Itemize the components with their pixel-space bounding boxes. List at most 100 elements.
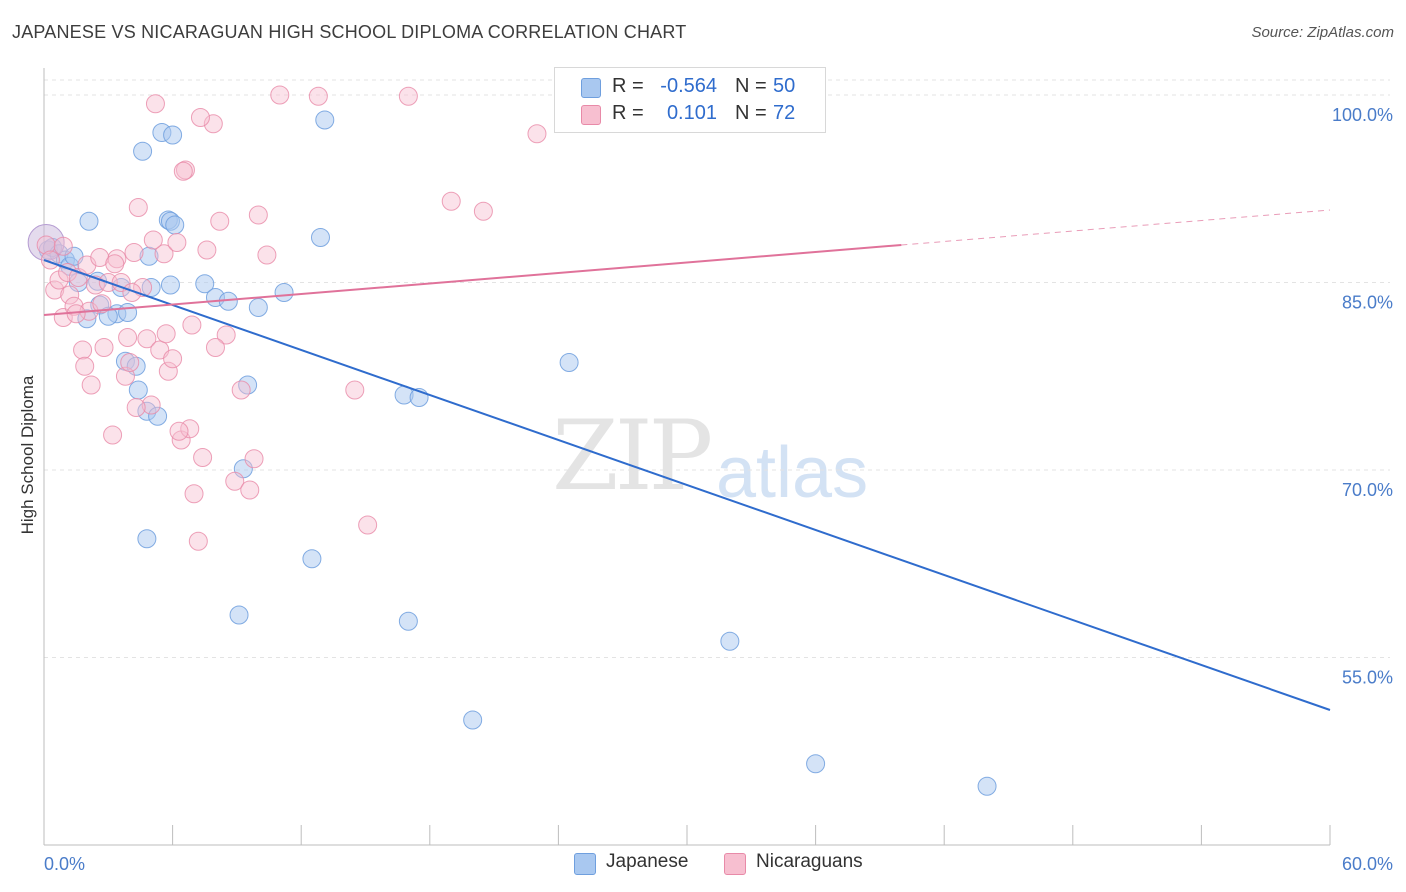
- nicaraguan-point: [141, 395, 161, 415]
- nicaraguan-point: [103, 425, 123, 445]
- nicaraguan-point: [167, 233, 187, 252]
- japanese-point: [310, 228, 330, 247]
- japanese-point: [126, 356, 146, 376]
- japanese-point: [133, 141, 153, 161]
- nicaraguan-point: [107, 249, 127, 269]
- nicaraguan-point: [36, 235, 56, 255]
- source-label: Source: ZipAtlas.com: [1251, 24, 1394, 41]
- nicaraguan-point: [75, 356, 95, 376]
- nicaraguan-point: [154, 244, 174, 264]
- correlation-legend: R = -0.564 N = 50 R = 0.101 N = 72: [554, 67, 826, 133]
- japanese-point: [98, 306, 118, 326]
- japanese-swatch: [581, 78, 601, 98]
- nicaraguan-point: [124, 243, 144, 262]
- nicaraguan-point: [105, 254, 125, 274]
- chart-title: JAPANESE VS NICARAGUAN HIGH SCHOOL DIPLO…: [12, 22, 687, 42]
- nicaraguan-point: [308, 86, 328, 106]
- legend-row-japanese: R = -0.564 N = 50: [555, 74, 825, 102]
- nicaraguan-r-value: 0.101: [666, 102, 717, 124]
- nicaraguan-point: [122, 283, 142, 302]
- nicaraguan-point: [225, 471, 245, 491]
- nicaraguan-point: [45, 280, 65, 300]
- japanese-point: [139, 246, 159, 266]
- nicaraguan-point: [118, 328, 138, 347]
- nicaraguan-point: [111, 273, 131, 292]
- japanese-point: [720, 631, 740, 651]
- nicaraguan-point: [137, 329, 157, 349]
- japanese-point: [118, 303, 138, 322]
- nicaraguan-point: [190, 108, 210, 127]
- nicaraguan-point: [81, 375, 101, 395]
- nicaraguan-point: [188, 531, 208, 551]
- nicaraguan-point: [173, 161, 193, 181]
- nicaraguan-point: [231, 380, 251, 400]
- japanese-point: [806, 754, 826, 774]
- nicaraguan-swatch: [581, 105, 601, 125]
- bottom-nicaraguan-swatch: [724, 853, 746, 875]
- nicaraguan-point: [257, 245, 277, 265]
- nicaraguan-point: [182, 315, 202, 335]
- axes: [43, 68, 1331, 846]
- nicaraguan-point: [163, 349, 183, 369]
- japanese-point: [148, 406, 168, 426]
- nicaraguan-point: [205, 338, 225, 357]
- nicaraguan-points: [36, 85, 547, 551]
- japanese-point: [559, 353, 579, 372]
- watermark-zip: ZIP: [552, 400, 713, 512]
- nicaraguan-n-value: 72: [773, 102, 796, 124]
- japanese-point: [229, 605, 249, 625]
- y-tick-label: 100.0%: [1332, 105, 1393, 125]
- nicaraguan-point: [128, 198, 148, 217]
- japanese-point: [398, 611, 418, 631]
- nicaraguan-point: [270, 85, 290, 105]
- bottom-japanese-label: Japanese: [606, 851, 689, 872]
- nicaraguan-point: [473, 201, 493, 221]
- nicaraguan-n-label: N =: [735, 102, 767, 124]
- nicaraguan-point: [248, 205, 268, 225]
- japanese-point: [160, 275, 180, 295]
- bottom-nicaraguan-label: Nicaraguans: [756, 851, 863, 872]
- japanese-points: [27, 85, 997, 796]
- nicaraguan-point: [64, 296, 84, 316]
- japanese-point: [165, 215, 185, 235]
- nicaraguan-r-label: R =: [612, 102, 644, 124]
- gridlines: [44, 79, 1390, 658]
- y-tick-label: 55.0%: [1342, 668, 1393, 688]
- nicaraguan-point: [60, 285, 80, 305]
- japanese-point: [302, 549, 322, 569]
- japanese-point: [238, 375, 258, 395]
- nicaraguan-point: [169, 421, 189, 441]
- nicaraguan-point: [158, 361, 178, 381]
- nicaraguan-point: [398, 86, 418, 106]
- nicaraguan-point: [73, 340, 93, 360]
- nicaraguan-point: [126, 398, 146, 417]
- japanese-point: [195, 274, 215, 294]
- japanese-point: [248, 298, 268, 317]
- x-tick-label-max: 60.0%: [1342, 854, 1393, 874]
- y-tick-label: 70.0%: [1342, 480, 1393, 500]
- japanese-point: [274, 283, 294, 302]
- nicaraguan-point: [92, 294, 112, 314]
- nicaraguan-point: [193, 448, 213, 467]
- japanese-r-value: -0.564: [660, 75, 717, 97]
- nicaraguan-point: [216, 325, 236, 345]
- watermark-atlas: atlas: [716, 433, 869, 513]
- nicaraguan-point: [143, 230, 163, 250]
- japanese-point: [137, 529, 157, 549]
- y-tick-label: 85.0%: [1342, 293, 1393, 313]
- nicaraguan-point: [184, 484, 204, 504]
- x-tick-labels: 0.0% 60.0%: [44, 854, 1393, 874]
- nicaraguan-trend-extension: [901, 209, 1331, 246]
- nicaraguan-point: [244, 449, 264, 469]
- x-tick-label-min: 0.0%: [44, 854, 85, 874]
- nicaraguan-point: [53, 236, 73, 256]
- japanese-point: [128, 380, 148, 400]
- nicaraguan-point: [240, 480, 260, 500]
- nicaraguan-point: [527, 124, 547, 144]
- nicaraguan-trend-line: [43, 244, 902, 316]
- nicaraguan-point: [441, 191, 461, 211]
- japanese-point: [315, 110, 335, 130]
- nicaraguan-point: [197, 240, 217, 260]
- nicaraguan-point: [210, 211, 230, 231]
